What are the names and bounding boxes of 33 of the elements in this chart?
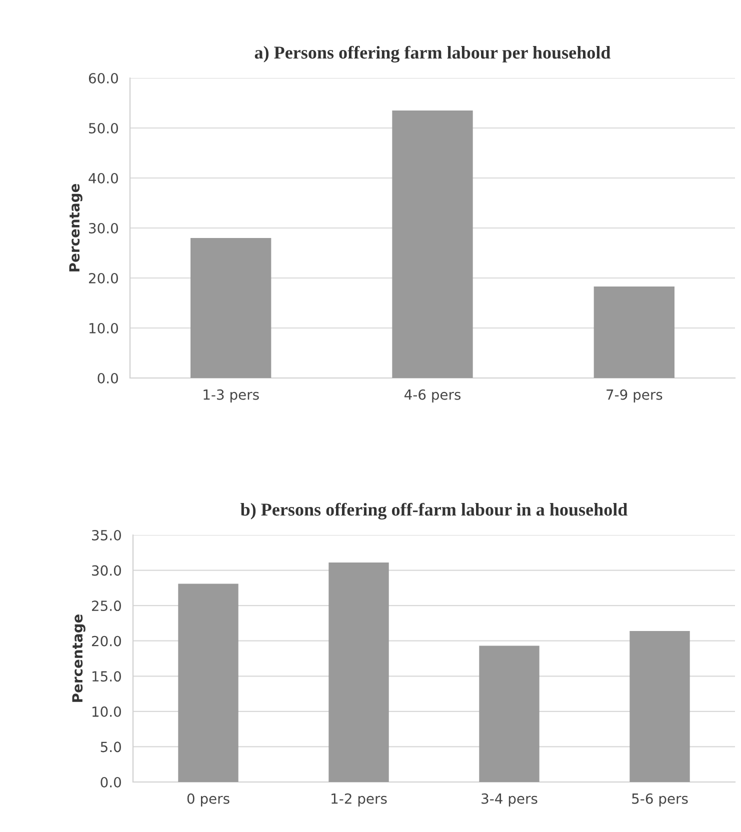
bar <box>178 584 238 782</box>
bar <box>328 562 389 782</box>
y-axis-title: Percentage <box>72 614 86 702</box>
x-tick-label: 5-6 pers <box>632 793 688 807</box>
y-tick-label: 60.0 <box>88 72 118 84</box>
y-tick-label: 10.0 <box>89 322 118 334</box>
bar <box>479 646 540 782</box>
y-tick-label: 20.0 <box>92 636 121 646</box>
chart-title: b) Persons offering off-farm labour in a household <box>240 502 628 520</box>
y-tick-label: 35.0 <box>92 530 121 540</box>
bar <box>190 238 272 378</box>
x-tick-label: 3-4 pers <box>482 793 538 807</box>
x-tick-label: 7-9 pers <box>606 389 662 403</box>
y-tick-label: 20.0 <box>88 272 118 284</box>
x-tick-label: 1-2 pers <box>332 793 387 807</box>
bar <box>594 286 674 378</box>
x-tick-label: 1-3 pers <box>204 389 259 403</box>
y-tick-label: 40.0 <box>88 172 118 184</box>
y-tick-label: 10.0 <box>92 706 121 717</box>
y-tick-label: 50.0 <box>89 122 118 134</box>
y-tick-label: 30.0 <box>92 565 121 576</box>
y-tick-label: 5.0 <box>100 742 121 752</box>
y-tick-label: 30.0 <box>89 222 118 234</box>
chart-title: a) Persons offering farm labour per household <box>254 46 611 63</box>
bar <box>630 630 690 782</box>
y-tick-label: 25.0 <box>92 600 121 612</box>
y-axis-title: Percentage <box>69 184 82 272</box>
x-tick-label: 0 pers <box>187 793 230 807</box>
x-tick-label: 4-6 pers <box>404 389 461 403</box>
y-tick-label: 0.0 <box>100 776 121 788</box>
y-tick-label: 0.0 <box>98 372 118 384</box>
bar <box>392 110 473 378</box>
y-tick-label: 15.0 <box>92 671 121 682</box>
